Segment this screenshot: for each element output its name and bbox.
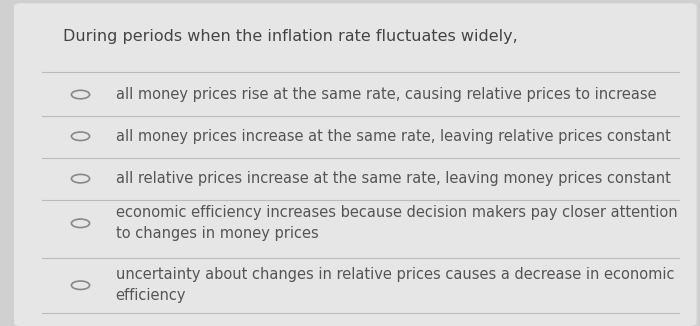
- Text: all relative prices increase at the same rate, leaving money prices constant: all relative prices increase at the same…: [116, 171, 671, 186]
- Text: uncertainty about changes in relative prices causes a decrease in economic
effic: uncertainty about changes in relative pr…: [116, 267, 674, 303]
- Text: all money prices rise at the same rate, causing relative prices to increase: all money prices rise at the same rate, …: [116, 87, 656, 102]
- Text: all money prices increase at the same rate, leaving relative prices constant: all money prices increase at the same ra…: [116, 129, 671, 144]
- Text: During periods when the inflation rate fluctuates widely,: During periods when the inflation rate f…: [63, 29, 518, 44]
- Text: economic efficiency increases because decision makers pay closer attention
to ch: economic efficiency increases because de…: [116, 205, 677, 241]
